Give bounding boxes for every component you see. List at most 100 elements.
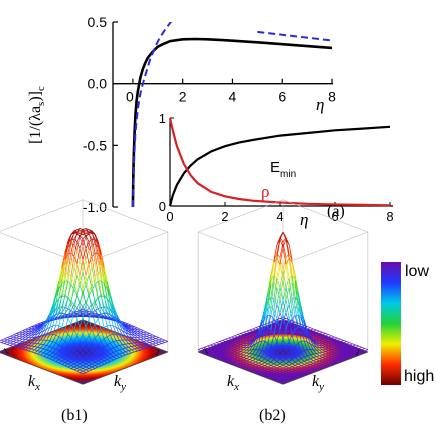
mesh-segment xyxy=(116,346,120,351)
b2-ky-label: ky xyxy=(312,373,324,393)
mesh-segment xyxy=(297,360,302,363)
mesh-segment xyxy=(125,332,129,337)
mesh-segment xyxy=(343,348,347,350)
mesh-segment xyxy=(291,371,296,373)
mesh-segment xyxy=(273,282,278,288)
mesh-segment xyxy=(276,376,281,379)
inset-y-tick-label: 1 xyxy=(159,111,166,126)
mesh-segment xyxy=(279,369,284,372)
mesh-segment xyxy=(328,353,332,356)
mesh-segment xyxy=(343,350,347,353)
mesh-segment xyxy=(291,368,296,371)
mesh-segment xyxy=(70,353,75,357)
mesh-segment xyxy=(79,316,84,328)
mesh-segment xyxy=(94,276,99,298)
mesh-segment xyxy=(58,357,63,360)
mesh-segment xyxy=(316,346,320,351)
mesh-segment xyxy=(298,363,302,366)
mesh-segment xyxy=(64,360,68,363)
mesh-segment xyxy=(52,324,56,327)
mesh-segment xyxy=(310,369,314,372)
mesh-segment xyxy=(267,346,272,355)
mesh-segment xyxy=(61,338,66,342)
mesh-segment xyxy=(88,232,93,245)
mesh-segment xyxy=(158,339,162,342)
mesh-segment xyxy=(264,360,269,363)
mesh-segment xyxy=(334,352,338,355)
mesh-segment xyxy=(152,336,156,339)
mesh-segment xyxy=(291,297,296,300)
mesh-segment xyxy=(64,297,69,315)
mesh-segment xyxy=(34,333,38,338)
mesh-segment xyxy=(49,305,54,316)
mesh-segment xyxy=(25,331,29,334)
mesh-segment xyxy=(298,365,302,368)
mesh-segment xyxy=(234,343,238,346)
mesh-segment xyxy=(134,344,138,347)
mesh-segment xyxy=(94,273,99,277)
mesh-segment xyxy=(249,340,253,344)
mesh-segment xyxy=(313,360,317,363)
panel-b2: kx ky 1 1 (b2) xyxy=(197,199,369,424)
mesh-segment xyxy=(337,348,341,350)
mesh-segment xyxy=(79,355,84,359)
mesh-segment xyxy=(316,331,320,334)
mesh-segment xyxy=(249,361,253,364)
mesh-segment xyxy=(273,378,278,380)
mesh-segment xyxy=(113,352,117,356)
mesh-segment xyxy=(288,287,293,311)
mesh-segment xyxy=(122,324,126,329)
mesh-segment xyxy=(103,338,108,346)
mesh-segment xyxy=(231,352,235,355)
mesh-segment xyxy=(116,353,120,356)
mesh-segment xyxy=(328,354,332,357)
mesh-segment xyxy=(70,350,75,355)
mesh-segment xyxy=(310,329,314,332)
mesh-segment xyxy=(119,334,123,341)
mesh-segment xyxy=(104,350,108,354)
mesh-segment xyxy=(334,341,338,344)
mesh-segment xyxy=(225,351,229,354)
mesh-segment xyxy=(25,339,29,343)
mesh-segment xyxy=(261,327,266,341)
mesh-segment xyxy=(125,327,129,331)
mesh-segment xyxy=(64,253,69,275)
mesh-segment xyxy=(88,346,93,351)
mesh-segment xyxy=(31,345,35,347)
mesh-segment xyxy=(285,367,290,370)
mesh-segment xyxy=(76,263,81,276)
mesh-segment xyxy=(325,346,329,349)
mesh-segment xyxy=(294,346,299,355)
mesh-segment xyxy=(213,344,217,347)
mesh-segment xyxy=(97,261,102,281)
mesh-segment xyxy=(249,330,253,333)
mesh-segment xyxy=(113,356,117,360)
mesh-segment xyxy=(261,363,265,366)
mesh-segment xyxy=(282,348,287,355)
mesh-segment xyxy=(279,299,284,315)
mesh-segment xyxy=(37,325,41,329)
mesh-segment xyxy=(255,368,259,371)
mesh-segment xyxy=(325,344,329,347)
mesh-segment xyxy=(119,328,123,332)
mesh-segment xyxy=(216,343,220,346)
mesh-segment xyxy=(79,366,84,369)
mesh-segment xyxy=(88,329,93,336)
mesh-segment xyxy=(88,275,93,290)
mesh-segment xyxy=(261,358,266,362)
mesh-segment xyxy=(94,234,99,248)
mesh-segment xyxy=(101,358,105,362)
mesh-segment xyxy=(240,334,244,337)
mesh-segment xyxy=(207,352,211,355)
mesh-segment xyxy=(94,318,99,325)
mesh-segment xyxy=(222,356,226,359)
mesh-segment xyxy=(340,356,344,359)
mesh-segment xyxy=(204,350,208,353)
main-y-tick-label: -1.0 xyxy=(83,199,107,215)
mesh-segment xyxy=(252,349,256,355)
mesh-segment xyxy=(331,337,335,340)
mesh-segment xyxy=(210,343,214,346)
mesh-segment xyxy=(258,340,263,350)
mesh-segment xyxy=(319,359,323,362)
mesh-segment xyxy=(94,351,99,355)
